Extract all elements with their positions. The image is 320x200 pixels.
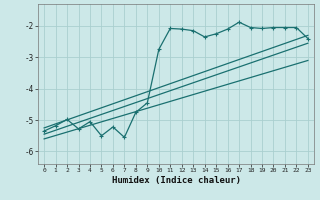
X-axis label: Humidex (Indice chaleur): Humidex (Indice chaleur) [111, 176, 241, 185]
